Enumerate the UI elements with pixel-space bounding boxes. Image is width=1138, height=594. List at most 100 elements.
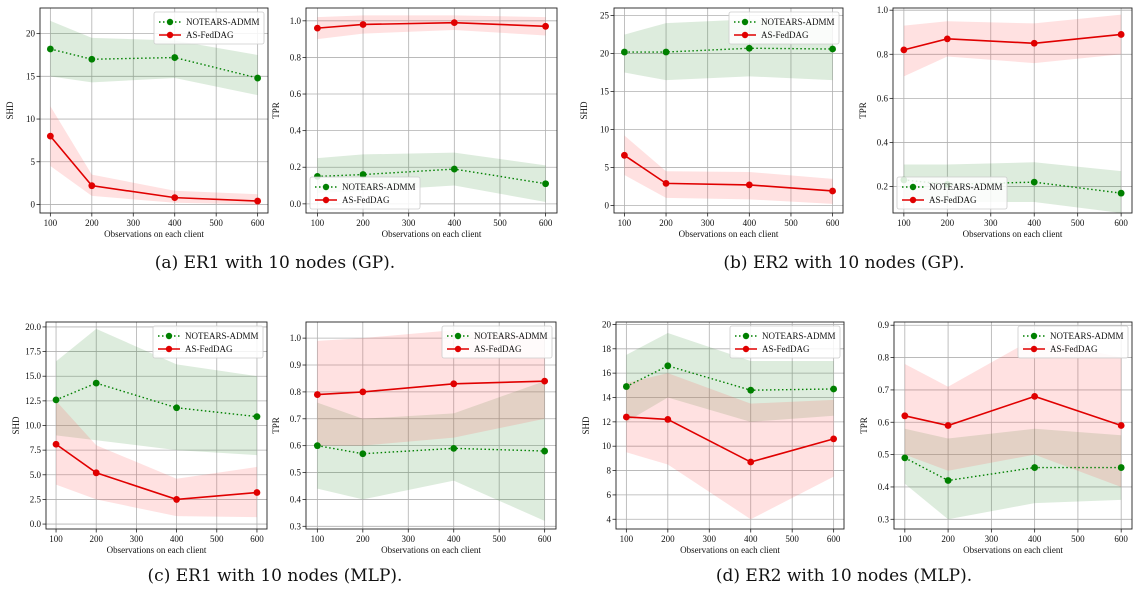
chart-c-TPR: 100 200 300 400 500 600 0.3 0.4 0.5 0.6 0.7 0.8 0.9 1… [271, 321, 557, 555]
x-tick-label: 200 [356, 218, 370, 228]
legend-entry-as-feddag: AS-FedDAG [342, 195, 390, 205]
data-point [450, 380, 458, 388]
legend: NOTEARS-ADMM AS-FedDAG [896, 176, 1008, 210]
data-point [1117, 422, 1125, 429]
x-tick-label: 300 [984, 218, 998, 228]
chart-a-TPR: 100 200 300 400 500 600 0.0 0.2 0.4 0.6 0.8 1.0 Obse… [271, 7, 558, 239]
chart-a-SHD: 100 200 300 400 500 600 0 5 10 15 20 Observations o… [5, 7, 269, 239]
confidence-band-as-feddag [317, 330, 545, 446]
y-axis-label: TPR [859, 417, 869, 434]
x-tick-label: 200 [89, 534, 103, 544]
y-tick-label: 0.5 [290, 468, 302, 478]
y-tick-label: 8 [607, 466, 612, 476]
legend-marker [1030, 345, 1038, 353]
chart-c-SHD: 100 200 300 400 500 600 0.0 2.5 5.0 7.5 10.0 12.5 15… [11, 321, 268, 555]
data-point [1117, 464, 1125, 471]
legend-marker [322, 196, 330, 204]
series-line-as-feddag [55, 443, 258, 501]
legend-box [896, 176, 1008, 210]
data-point [621, 151, 628, 159]
data-point [944, 477, 952, 484]
data-point [542, 180, 549, 188]
x-tick-label: 600 [538, 534, 552, 544]
series-line-as-feddag [623, 154, 833, 192]
legend-entry-notears-admm: NOTEARS-ADMM [929, 182, 1003, 192]
x-tick-label: 100 [620, 534, 634, 544]
axes-frame [39, 7, 269, 214]
data-point [943, 35, 951, 43]
x-tick-label: 400 [448, 218, 462, 228]
y-tick-label: 5 [31, 157, 36, 167]
y-tick-label: 0.3 [290, 521, 302, 531]
legend-entry-notears-admm: NOTEARS-ADMM [1050, 331, 1124, 341]
x-tick-label: 400 [744, 534, 758, 544]
confidence-band-notears-admm [56, 328, 257, 456]
legend-box [152, 325, 264, 359]
confidence-band-as-feddag [317, 15, 546, 40]
y-tick-label: 0.4 [877, 137, 889, 147]
legend-box [153, 11, 265, 45]
x-tick-label: 400 [168, 218, 182, 228]
data-point [173, 404, 180, 412]
data-point [52, 440, 60, 448]
x-tick-label: 300 [703, 534, 717, 544]
legend: NOTEARS-ADMM AS-FedDAG [1017, 325, 1129, 359]
data-point [359, 171, 367, 178]
data-point [747, 386, 755, 394]
y-tick-label: 15 [26, 71, 36, 81]
legend-box [1017, 325, 1129, 359]
y-tick-label: 12.5 [25, 396, 41, 406]
x-tick-label: 200 [661, 534, 675, 544]
data-point [830, 435, 838, 443]
x-tick-label: 100 [49, 534, 63, 544]
data-point [88, 182, 96, 190]
data-point [1117, 31, 1125, 38]
data-point [46, 45, 54, 53]
legend: NOTEARS-ADMM AS-FedDAG [153, 11, 265, 45]
data-point [1030, 39, 1038, 47]
y-tick-label: 0.8 [290, 387, 302, 397]
data-point [745, 181, 753, 189]
y-tick-label: 18 [602, 344, 612, 354]
data-point [662, 179, 670, 187]
legend: NOTEARS-ADMM AS-FedDAG [728, 11, 840, 45]
data-point [171, 194, 179, 202]
y-tick-label: 0.8 [878, 353, 890, 363]
y-tick-label: 0.8 [877, 49, 889, 59]
legend-entry-as-feddag: AS-FedDAG [474, 344, 522, 354]
y-tick-label: 0.6 [290, 441, 302, 451]
x-axis-label: Observations on each client [679, 229, 779, 239]
y-tick-label: 4 [607, 514, 612, 524]
data-point [92, 379, 100, 387]
legend: NOTEARS-ADMM AS-FedDAG [729, 325, 841, 359]
legend-entry-as-feddag: AS-FedDAG [186, 30, 234, 40]
y-tick-label: 0.4 [290, 126, 302, 136]
legend-box [441, 325, 553, 359]
legend-marker [166, 18, 174, 26]
y-tick-label: 25 [600, 11, 610, 21]
legend-entry-notears-admm: NOTEARS-ADMM [474, 331, 548, 341]
data-point [747, 458, 755, 466]
legend-entry-notears-admm: NOTEARS-ADMM [186, 17, 260, 27]
series-line-notears-admm [50, 48, 258, 79]
y-axis-label: SHD [581, 416, 591, 435]
x-tick-label: 600 [1114, 534, 1128, 544]
data-point [253, 489, 261, 496]
y-tick-label: 16 [602, 368, 612, 378]
y-tick-label: 0.0 [290, 199, 302, 209]
y-axis-label: SHD [5, 101, 15, 120]
data-point [1031, 464, 1039, 471]
y-tick-label: 7.5 [30, 445, 42, 455]
chart-b-SHD: 100 200 300 400 500 600 0 5 10 15 20 25 Observations… [579, 7, 844, 239]
y-tick-label: 0.6 [290, 89, 302, 99]
y-tick-label: 20 [602, 319, 612, 329]
legend-marker [909, 183, 917, 191]
y-tick-label: 0.3 [878, 514, 890, 524]
legend-entry-as-feddag: AS-FedDAG [929, 195, 977, 205]
x-tick-label: 500 [210, 534, 224, 544]
data-point [254, 74, 262, 82]
axes-frame [305, 7, 558, 214]
data-point [254, 197, 262, 205]
data-point [901, 412, 909, 420]
